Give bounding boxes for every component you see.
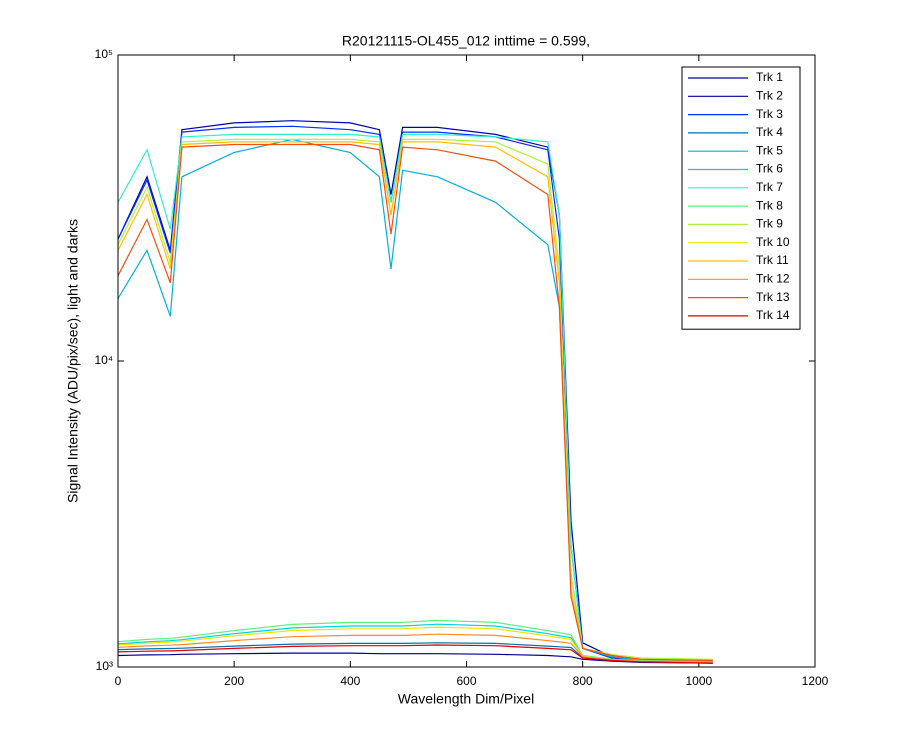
legend-label: Trk 14	[756, 308, 790, 322]
x-tick-label: 0	[115, 674, 122, 688]
y-axis-label: Signal Intensity (ADU/pix/sec), light an…	[65, 219, 81, 503]
y-tick-label: 10³	[96, 659, 113, 673]
plot-frame	[117, 54, 816, 668]
x-tick-label: 200	[224, 674, 244, 688]
legend-label: Trk 2	[756, 88, 783, 102]
legend-label: Trk 10	[756, 235, 790, 249]
legend-label: Trk 12	[756, 271, 790, 285]
legend-label: Trk 8	[756, 198, 783, 212]
chart-title: R20121115-OL455_012 inttime = 0.599,	[342, 33, 590, 49]
series-line	[118, 143, 713, 662]
x-tick-label: 1000	[685, 674, 712, 688]
series-line	[118, 644, 713, 664]
legend-label: Trk 3	[756, 107, 783, 121]
series-line	[118, 652, 713, 664]
series-line	[118, 120, 713, 663]
legend-label: Trk 7	[756, 180, 783, 194]
legend-label: Trk 5	[756, 143, 783, 157]
legend-label: Trk 6	[756, 162, 783, 176]
legend-box	[681, 66, 801, 330]
y-tick-label: 10⁵	[95, 47, 113, 61]
legend-label: Trk 13	[756, 290, 790, 304]
legend-label: Trk 4	[756, 125, 783, 139]
x-tick-label: 800	[573, 674, 593, 688]
legend-label: Trk 11	[756, 253, 789, 267]
legend-label: Trk 1	[756, 70, 783, 84]
series-line	[118, 633, 713, 663]
legend-label: Trk 9	[756, 217, 783, 231]
x-tick-label: 400	[340, 674, 360, 688]
x-axis-label: Wavelength Dim/Pixel	[398, 691, 534, 707]
x-tick-label: 600	[456, 674, 476, 688]
x-tick-label: 1200	[802, 674, 829, 688]
y-tick-label: 10⁴	[94, 353, 113, 367]
